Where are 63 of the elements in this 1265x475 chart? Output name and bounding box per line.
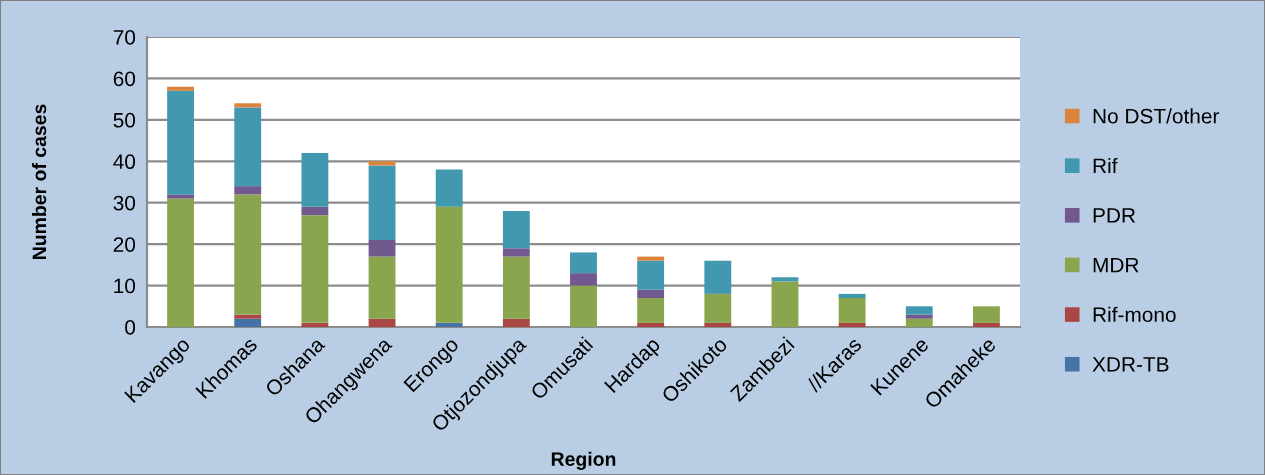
bar: [905, 314, 933, 319]
y-tick-label: 0: [125, 320, 136, 335]
bar: [234, 318, 262, 327]
bar: [771, 281, 799, 327]
legend-label: PDR: [1093, 208, 1136, 223]
bar: [972, 322, 1000, 327]
legend-label: No DST/other: [1093, 108, 1220, 124]
bar: [368, 161, 396, 166]
bar: [704, 293, 732, 323]
legend-label: MDR: [1093, 257, 1139, 273]
y-tick-label: 30: [113, 195, 136, 211]
bar: [301, 322, 329, 327]
bar: [502, 211, 530, 249]
bar: [502, 248, 530, 257]
bar: [435, 169, 463, 207]
bar: [972, 306, 1000, 323]
bar: [368, 256, 396, 319]
bar: [838, 293, 866, 298]
y-tick-label: 20: [113, 237, 136, 252]
bar: [167, 194, 195, 199]
bar: [570, 273, 597, 286]
bar: [234, 194, 262, 315]
y-tick-label: 60: [113, 71, 136, 87]
bar: [704, 260, 732, 294]
bar: [167, 198, 195, 327]
bar: [838, 322, 866, 327]
bar: [234, 107, 262, 187]
bar: [905, 306, 933, 315]
bar: [637, 260, 665, 290]
bar: [301, 215, 329, 323]
y-tick-label: 10: [114, 278, 136, 294]
bar: [234, 186, 262, 195]
bar: [167, 90, 195, 195]
bar: [368, 240, 396, 257]
bar: [368, 165, 396, 240]
bar: [637, 289, 665, 298]
bar: [234, 103, 262, 108]
y-tick-label: 40: [113, 154, 136, 170]
bar: [704, 322, 732, 327]
bar: [301, 153, 329, 207]
x-axis-title: Region: [551, 451, 616, 470]
bar: [435, 322, 463, 327]
bar: [368, 318, 396, 327]
bar: [234, 314, 262, 319]
bar: [435, 206, 463, 323]
legend-label: Rif: [1093, 157, 1118, 173]
bar: [570, 285, 597, 327]
legend-label: Rif-mono: [1093, 306, 1176, 323]
y-axis-title: Number of cases: [31, 104, 47, 260]
bar: [838, 298, 866, 323]
bar: [502, 318, 530, 327]
bar: [570, 252, 597, 274]
bar: [167, 86, 195, 91]
bar: [771, 277, 799, 282]
legend-label: XDR-TB: [1092, 357, 1169, 372]
bar: [301, 206, 329, 216]
y-tick-label: 70: [113, 30, 136, 45]
bar: [637, 256, 665, 261]
y-tick-label: 50: [113, 112, 136, 128]
bar: [637, 298, 665, 323]
bar: [502, 256, 530, 319]
bar: [905, 318, 933, 327]
bar: [637, 322, 665, 327]
